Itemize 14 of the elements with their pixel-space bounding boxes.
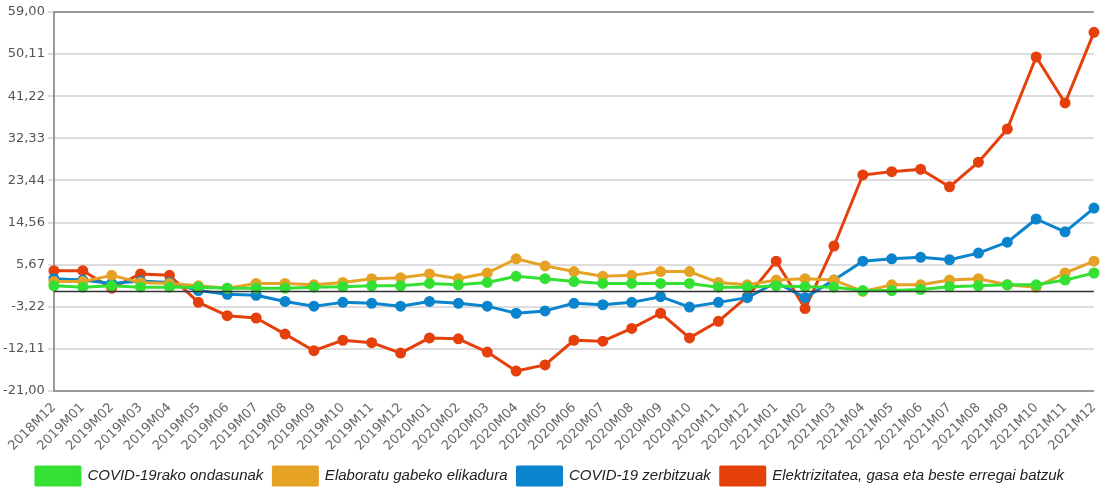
y-tick-label: 32,33: [7, 129, 45, 145]
y-tick-label: 50,11: [7, 45, 45, 61]
y-tick-label: -12,11: [2, 340, 45, 356]
y-tick-label: 41,22: [7, 87, 45, 103]
y-tick-label: -3,22: [11, 298, 45, 314]
y-tick-label: 5,67: [15, 255, 45, 271]
y-tick-label: 59,00: [7, 3, 45, 19]
legend-label: COVID-19rako ondasunak: [87, 466, 265, 484]
y-tick-label: 23,44: [7, 171, 45, 187]
legend-label: COVID-19 zerbitzuak: [569, 466, 713, 484]
legend-label: Elaboratu gabeko elikadura: [324, 466, 508, 484]
y-tick-label: 14,56: [7, 213, 45, 229]
y-tick-label: -21,00: [2, 382, 45, 398]
legend-label: Elektrizitatea, gasa eta beste erregai batzuk: [772, 466, 1066, 484]
